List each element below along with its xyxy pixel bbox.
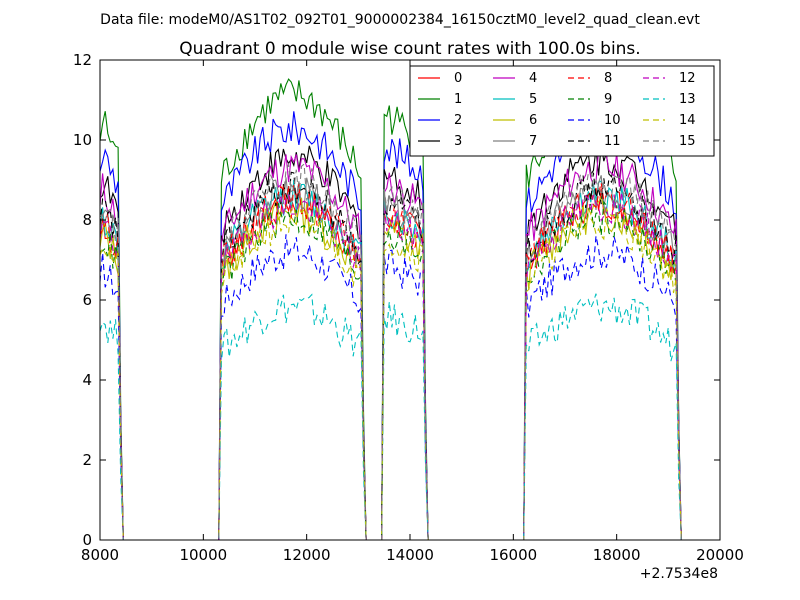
legend-label-12: 12: [679, 71, 696, 86]
x-axis: 8000 10000 12000 14000 16000 18000 20000: [81, 60, 744, 564]
legend-label-0: 0: [454, 71, 462, 86]
y-tick-label: 4: [82, 371, 92, 389]
legend-label-13: 13: [679, 92, 696, 107]
legend-label-10: 10: [604, 113, 621, 128]
x-tick-label: 12000: [283, 546, 331, 564]
chart-suptitle: Data file: modeM0/AS1T02_092T01_90000023…: [100, 12, 700, 28]
x-tick-label: 16000: [489, 546, 537, 564]
series-line-11: [99, 171, 682, 541]
legend-label-5: 5: [529, 92, 537, 107]
series-line-4: [99, 149, 682, 541]
x-tick-label: 10000: [179, 546, 227, 564]
legend-label-3: 3: [454, 134, 462, 149]
y-tick-label: 10: [73, 131, 92, 149]
series-line-7: [99, 175, 682, 541]
y-tick-label: 8: [82, 211, 92, 229]
series-line-15: [99, 162, 682, 541]
legend-label-11: 11: [604, 134, 621, 149]
series-line-3: [99, 144, 682, 541]
series-line-8: [99, 182, 682, 541]
plot-lines: [99, 78, 682, 541]
y-tick-label: 0: [82, 531, 92, 549]
legend-label-7: 7: [529, 134, 537, 149]
x-tick-label: 8000: [81, 546, 119, 564]
legend-label-2: 2: [454, 113, 462, 128]
x-tick-label: 14000: [386, 546, 434, 564]
x-offset-text: +2.7534e8: [640, 566, 718, 582]
series-line-2: [99, 111, 682, 541]
y-tick-label: 2: [82, 451, 92, 469]
legend-label-9: 9: [604, 92, 612, 107]
legend-label-15: 15: [679, 134, 696, 149]
y-tick-label: 6: [82, 291, 92, 309]
legend-label-6: 6: [529, 113, 537, 128]
series-line-10: [99, 234, 682, 541]
legend-label-8: 8: [604, 71, 612, 86]
x-tick-label: 18000: [593, 546, 641, 564]
legend-label-14: 14: [679, 113, 696, 128]
series-line-13: [99, 293, 682, 541]
legend-label-4: 4: [529, 71, 537, 86]
series-line-14: [99, 206, 682, 541]
legend-label-1: 1: [454, 92, 462, 107]
series-line-12: [99, 192, 682, 541]
y-tick-label: 12: [73, 51, 92, 69]
series-line-5: [99, 179, 682, 541]
series-line-9: [99, 200, 682, 541]
x-tick-label: 20000: [696, 546, 744, 564]
chart-title: Quadrant 0 module wise count rates with …: [179, 39, 640, 59]
series-line-6: [99, 195, 682, 541]
